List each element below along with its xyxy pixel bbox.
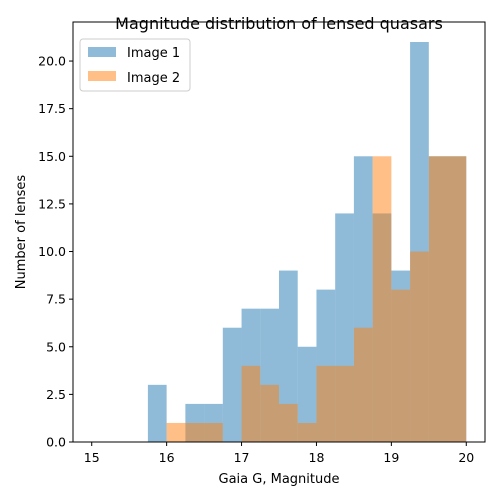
y-tick-label: 2.5 bbox=[46, 387, 66, 402]
x-tick-label: 19 bbox=[383, 450, 399, 465]
x-tick-label: 20 bbox=[458, 450, 474, 465]
bar-series-1-bin-10 bbox=[279, 270, 298, 442]
legend-swatch-image-1 bbox=[88, 47, 116, 57]
bar-series-2-bin-18 bbox=[428, 156, 448, 443]
x-tick-label: 16 bbox=[159, 450, 175, 465]
bar-series-2-bin-16 bbox=[391, 289, 411, 442]
x-tick-label: 15 bbox=[84, 450, 100, 465]
legend: Image 1 Image 2 bbox=[79, 38, 191, 92]
bar-series-2-bin-12 bbox=[316, 365, 336, 442]
chart-title: Magnitude distribution of lensed quasars bbox=[115, 14, 443, 33]
bar-series-2-bin-15 bbox=[372, 156, 392, 443]
bar-series-2-bin-13 bbox=[335, 365, 354, 442]
y-tick-label: 17.5 bbox=[38, 101, 66, 116]
bars-group bbox=[147, 42, 467, 443]
bar-series-2-bin-19 bbox=[447, 156, 467, 443]
x-tick-label: 18 bbox=[309, 450, 325, 465]
legend-label-image-2: Image 2 bbox=[127, 71, 180, 86]
bar-series-2-bin-4 bbox=[166, 422, 186, 442]
y-axis-label: Number of lenses bbox=[14, 175, 29, 290]
y-tick-label: 12.5 bbox=[38, 196, 66, 211]
y-tick-label: 10.0 bbox=[38, 244, 66, 259]
y-axis-ticks: 0.0 2.5 5.0 7.5 10.0 12.5 15.0 17.5 20.0 bbox=[38, 54, 73, 450]
x-axis-ticks: 15 16 17 18 19 20 bbox=[84, 442, 474, 465]
y-tick-label: 15.0 bbox=[38, 149, 66, 164]
bar-series-2-bin-17 bbox=[410, 251, 429, 442]
x-axis-label: Gaia G, Magnitude bbox=[219, 472, 340, 487]
bar-series-2-bin-10 bbox=[279, 403, 298, 442]
legend-swatch-image-2 bbox=[88, 71, 116, 81]
plot-frame bbox=[72, 21, 486, 443]
bar-series-2-bin-5 bbox=[185, 422, 205, 442]
bar-series-1-bin-7 bbox=[222, 327, 242, 442]
y-tick-label: 0.0 bbox=[46, 435, 66, 450]
bar-series-1-bin-11 bbox=[297, 346, 317, 442]
y-tick-label: 5.0 bbox=[46, 339, 66, 354]
y-tick-label: 20.0 bbox=[38, 54, 66, 69]
bar-series-1-bin-3 bbox=[147, 384, 167, 442]
y-tick-label: 7.5 bbox=[46, 292, 66, 307]
bar-series-2-bin-11 bbox=[297, 422, 317, 442]
legend-label-image-1: Image 1 bbox=[127, 46, 180, 61]
bar-series-2-bin-8 bbox=[241, 365, 261, 442]
x-tick-label: 17 bbox=[234, 450, 250, 465]
bar-series-2-bin-14 bbox=[353, 327, 373, 442]
bar-series-2-bin-6 bbox=[204, 422, 223, 442]
bar-series-2-bin-9 bbox=[260, 384, 279, 442]
